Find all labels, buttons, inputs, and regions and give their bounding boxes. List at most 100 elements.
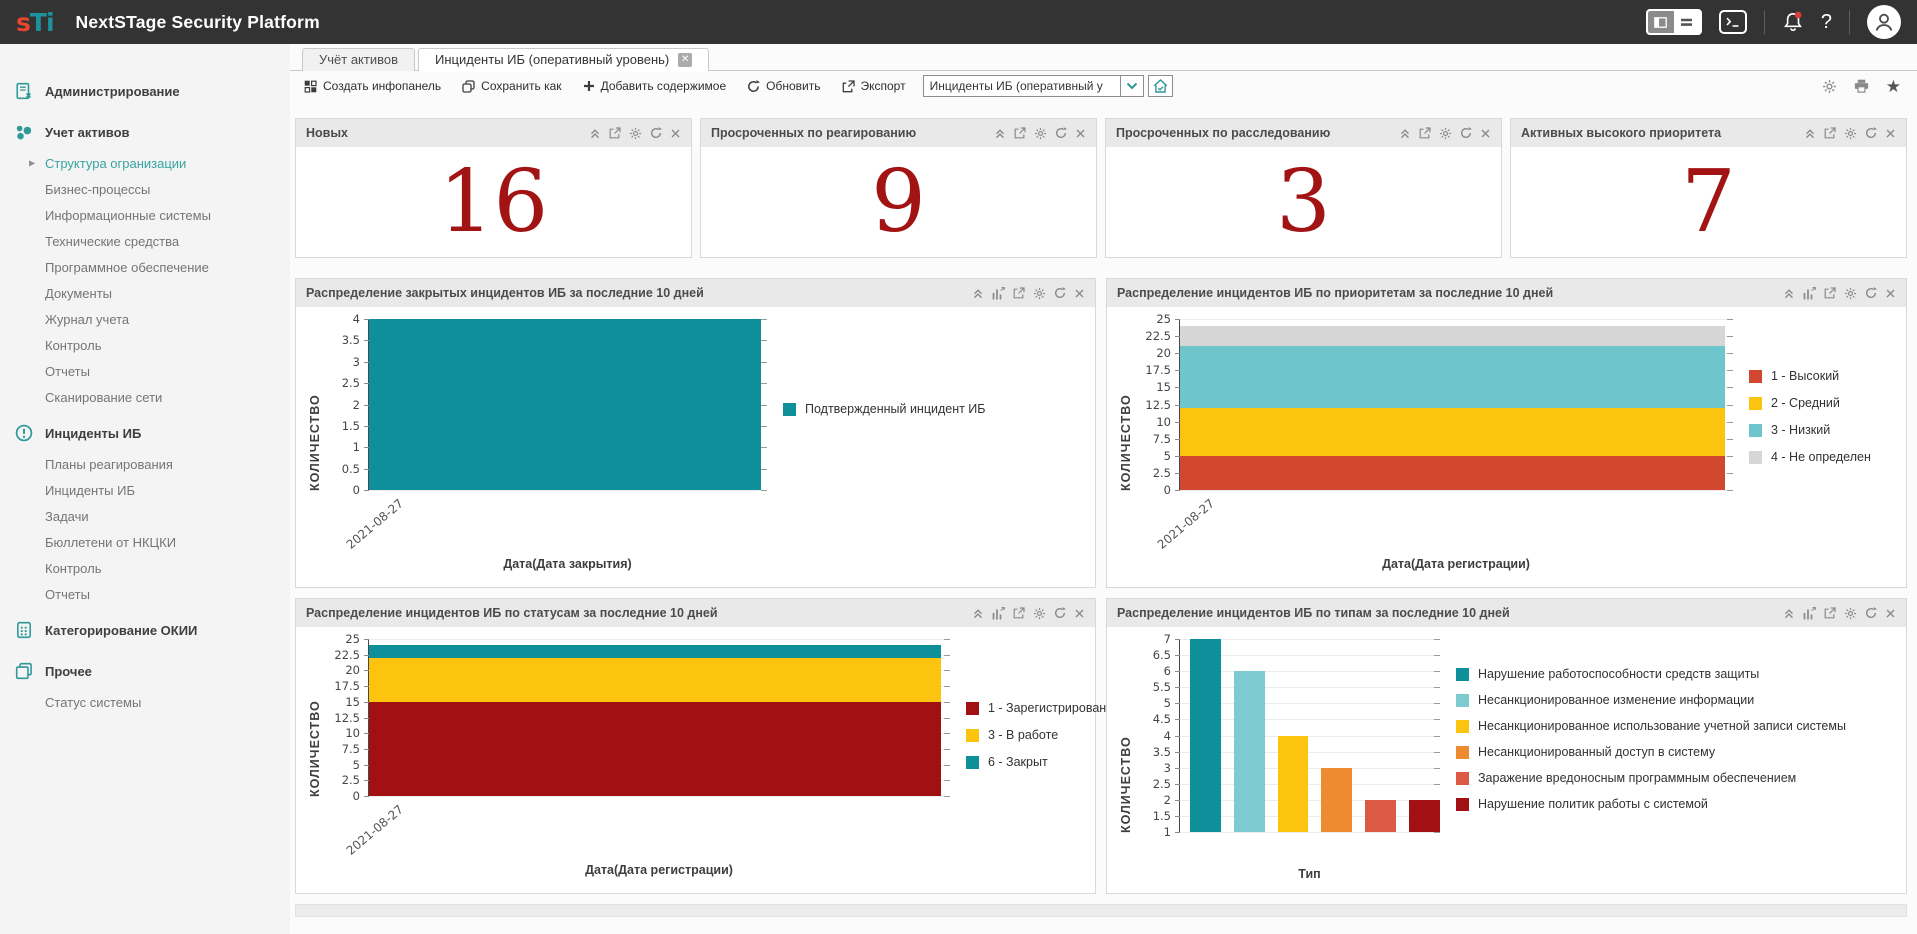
sidebar-item[interactable]: ▶ Статус системы [45,694,142,710]
tab-asset-accounting[interactable]: Учёт активов [302,48,416,71]
chart-type-icon[interactable] [992,286,1005,300]
print-icon[interactable] [1854,79,1869,93]
close-icon[interactable] [1885,608,1896,619]
bar[interactable] [1190,639,1221,832]
bar[interactable] [1365,799,1397,832]
open-in-new-icon[interactable] [1824,607,1836,619]
chevron-down-icon[interactable] [1120,75,1144,97]
sidebar-item[interactable]: ▶ Отчеты [45,363,90,379]
gear-icon[interactable] [1034,127,1047,140]
legend-item[interactable]: 3 - В работе [966,728,1087,742]
bar-segment[interactable] [1180,346,1725,408]
sidebar-section[interactable]: Категорирование ОКИИ [0,612,290,648]
refresh-icon[interactable] [1055,127,1067,139]
legend-item[interactable]: Несанкционированное использование учетно… [1456,719,1898,733]
sidebar-item[interactable]: ▶ Структура огранизации [29,155,187,171]
gear-icon[interactable] [1844,607,1857,620]
sidebar-item[interactable]: ▶ Задачи [45,508,89,524]
favorite-star-icon[interactable]: ★ [1885,76,1901,96]
chart-type-icon[interactable] [992,606,1005,620]
refresh-icon[interactable] [1865,287,1877,299]
open-in-new-icon[interactable] [1013,607,1025,619]
terminal-icon[interactable] [1718,10,1747,34]
close-icon[interactable] [1074,288,1085,299]
open-in-new-icon[interactable] [1824,287,1836,299]
collapse-icon[interactable] [972,287,984,299]
open-in-new-icon[interactable] [609,127,621,139]
sidebar-item[interactable]: ▶ Документы [45,285,113,301]
bar-segment[interactable] [1180,455,1725,490]
collapse-icon[interactable] [589,127,601,139]
sidebar-section[interactable]: Учет активов [0,114,290,150]
bar[interactable] [1321,767,1353,832]
legend-item[interactable]: Подтвержденный инцидент ИБ [783,402,1087,416]
open-in-new-icon[interactable] [1013,287,1025,299]
legend-item[interactable]: Нарушение работоспособности средств защи… [1456,667,1898,681]
legend-item[interactable]: 3 - Низкий [1749,423,1898,437]
sidebar-item[interactable]: ▶ Информационные системы [45,207,211,223]
bar-segment[interactable] [1180,407,1725,456]
legend-item[interactable]: 1 - Высокий [1749,369,1898,383]
collapse-icon[interactable] [994,127,1006,139]
collapse-icon[interactable] [1399,127,1411,139]
bar-segment[interactable] [1180,325,1725,347]
legend-item[interactable]: 1 - Зарегистрирован [966,701,1106,715]
panel-layout-icon[interactable] [1647,11,1674,33]
collapse-icon[interactable] [972,607,984,619]
gear-icon[interactable] [1844,127,1857,140]
collapse-icon[interactable] [1783,287,1795,299]
refresh-icon[interactable] [1054,607,1066,619]
sidebar-item[interactable]: ▶ Отчеты [45,586,90,602]
chart-type-icon[interactable] [1803,606,1816,620]
legend-item[interactable]: Несанкционированное изменение информации [1456,693,1898,707]
sidebar-item[interactable]: ▶ Программное обеспечение [45,259,209,275]
notifications-bell-icon[interactable] [1782,11,1804,33]
home-dashboard-icon[interactable] [1147,75,1173,97]
refresh-button[interactable]: Обновить [747,79,821,93]
open-in-new-icon[interactable] [1824,127,1836,139]
tab-close-icon[interactable]: ✕ [678,52,693,67]
sidebar-item[interactable]: ▶ Контроль [45,337,102,353]
close-icon[interactable] [1075,128,1086,139]
sidebar-item[interactable]: ▶ Бюллетени от НКЦКИ [45,534,177,550]
save-as-button[interactable]: Сохранить как [462,79,562,93]
sidebar-item[interactable]: ▶ Контроль [45,560,102,576]
sidebar-item[interactable]: ▶ Бизнес-процессы [45,181,151,197]
gear-icon[interactable] [1033,607,1046,620]
bar[interactable] [369,319,762,490]
bar[interactable] [1409,799,1440,832]
collapse-icon[interactable] [1804,127,1816,139]
layout-toggle[interactable] [1645,9,1702,35]
legend-item[interactable]: Несанкционированный доступ в систему [1456,745,1898,759]
gear-icon[interactable] [629,127,642,140]
sidebar-item[interactable]: ▶ Инциденты ИБ [45,482,136,498]
gear-icon[interactable] [1439,127,1452,140]
sidebar-item[interactable]: ▶ Планы реагирования [45,456,173,472]
legend-item[interactable]: Заражение вредоносным программным обеспе… [1456,771,1898,785]
sidebar-section[interactable]: Администрирование [0,73,290,109]
bar-segment[interactable] [369,657,942,702]
collapse-icon[interactable] [1783,607,1795,619]
bar-segment[interactable] [369,319,762,490]
export-button[interactable]: Экспорт [842,79,906,93]
gear-icon[interactable] [1822,79,1837,94]
close-icon[interactable] [1074,608,1085,619]
avatar[interactable] [1867,5,1901,39]
gear-icon[interactable] [1033,287,1046,300]
open-in-new-icon[interactable] [1014,127,1026,139]
list-layout-icon[interactable] [1673,11,1700,33]
tab-incidents-operational[interactable]: Инциденты ИБ (оперативный уровень) ✕ [418,48,710,71]
legend-item[interactable]: 2 - Средний [1749,396,1898,410]
sidebar-section[interactable]: Прочее [0,653,290,689]
legend-item[interactable]: Нарушение политик работы с системой [1456,797,1898,811]
close-icon[interactable] [1885,128,1896,139]
sidebar-section[interactable]: Инциденты ИБ [0,415,290,451]
bar-segment[interactable] [369,701,942,796]
horizontal-scrollbar[interactable] [295,904,1907,917]
refresh-icon[interactable] [1865,127,1877,139]
bar-segment[interactable] [369,645,942,658]
bar[interactable] [1180,319,1725,490]
bar[interactable] [1277,735,1309,832]
open-in-new-icon[interactable] [1419,127,1431,139]
add-content-button[interactable]: Добавить содержимое [583,79,726,93]
